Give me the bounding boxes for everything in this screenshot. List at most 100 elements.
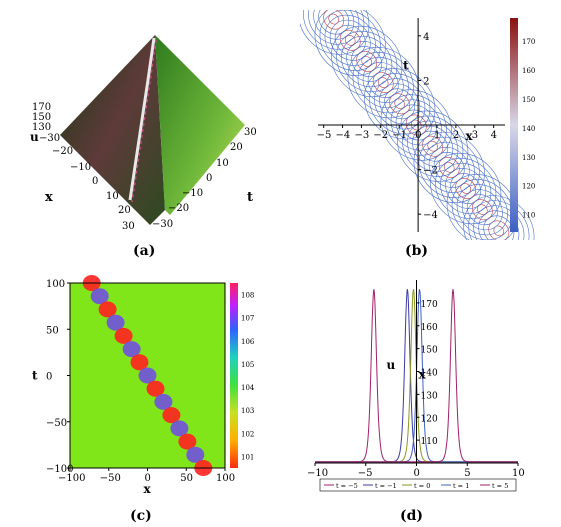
soliton-ridge xyxy=(128,37,157,203)
t-tick: 20 xyxy=(230,142,243,153)
y-tick-label: 110 xyxy=(421,437,438,447)
colorbar-tick-label: 102 xyxy=(241,430,254,438)
legend: t = −5 t = −1 t = 0 t = 1 t = 5 xyxy=(319,478,517,492)
contour-line xyxy=(380,89,452,161)
contour-line xyxy=(308,10,360,45)
x-tick-label: 3 xyxy=(472,130,478,141)
colorbar-tick-label: 160 xyxy=(522,67,535,75)
soliton-blob xyxy=(130,354,149,371)
contour-line xyxy=(328,13,340,25)
soliton-blob xyxy=(106,314,125,331)
soliton-blob xyxy=(146,380,165,397)
x-tick: −10 xyxy=(70,162,91,173)
x-tick-label: −5 xyxy=(358,468,373,479)
x-tick-label: −2 xyxy=(373,130,388,141)
colorbar-tick-label: 101 xyxy=(241,453,254,461)
colorbar-tick-label: 110 xyxy=(522,212,535,220)
colorbar-tick-label: 107 xyxy=(241,315,254,323)
x-tick-label: 2 xyxy=(453,130,459,141)
y-tick-label: 0 xyxy=(46,372,52,383)
contour-line xyxy=(430,152,502,225)
t-tick: −20 xyxy=(168,203,189,214)
y-tick-label: −50 xyxy=(46,418,67,429)
t-tick: −30 xyxy=(152,219,173,230)
y-tick-label: −100 xyxy=(46,464,73,475)
caption-c: (c) xyxy=(130,508,152,524)
x-tick-label: −1 xyxy=(392,130,407,141)
y-tick-label: 120 xyxy=(421,414,438,424)
y-tick-label: 4 xyxy=(423,32,429,43)
colorbar-gradient xyxy=(230,283,238,468)
x-tick-label: 10 xyxy=(512,468,525,479)
contour-line xyxy=(303,10,365,50)
z-tick: 170 xyxy=(32,102,51,113)
x-tick: 0 xyxy=(92,176,98,187)
y-axis-label: t xyxy=(403,58,409,72)
y-tick-label: 50 xyxy=(46,325,59,336)
x-tick-label: −50 xyxy=(100,473,121,484)
panel-a-surface-plot: 170 150 130 u −30 −20 −10 0 x 10 20 30 3… xyxy=(30,35,257,232)
contour-line xyxy=(468,200,530,240)
colorbar-tick-label: 106 xyxy=(241,338,255,346)
y-tick-label: 130 xyxy=(421,391,438,401)
contour-line xyxy=(336,30,398,93)
soliton-blob xyxy=(114,327,133,344)
x-tick-label: −100 xyxy=(58,473,85,484)
x-tick-label: −3 xyxy=(354,130,369,141)
caption-b: (b) xyxy=(405,243,429,259)
heatmap-field xyxy=(69,275,226,476)
contour-line xyxy=(463,195,535,240)
contour-line xyxy=(319,10,381,71)
t-axis-label: t xyxy=(247,190,253,205)
contour-line xyxy=(418,136,480,198)
y-tick-label: 100 xyxy=(46,279,65,290)
x-tick-label: 4 xyxy=(491,130,497,141)
colorbar-tick-label: 103 xyxy=(241,407,254,415)
legend-label: t = −1 xyxy=(375,482,397,490)
colorbar-tick-label: 108 xyxy=(241,292,254,300)
t-tick: 30 xyxy=(244,127,257,138)
x-axis-label: x xyxy=(465,129,473,143)
colorbar-tick-label: 170 xyxy=(522,38,535,46)
legend-box xyxy=(319,478,517,492)
contour-line xyxy=(318,10,350,35)
x-tick-label: 0 xyxy=(415,130,421,141)
x-tick-label: 0 xyxy=(414,468,420,479)
contour-line xyxy=(331,25,403,98)
x-tick-label: 1 xyxy=(434,130,440,141)
x-tick: 20 xyxy=(118,205,131,216)
x-axis-label: x xyxy=(144,482,152,496)
contour-line xyxy=(397,110,469,182)
contour-line xyxy=(324,14,376,66)
contour-line xyxy=(323,10,345,30)
y-tick-label: 2 xyxy=(423,76,429,87)
colorbar-tick-label: 140 xyxy=(522,125,535,133)
z-axis-label: u xyxy=(30,130,39,144)
x-tick: 30 xyxy=(122,221,135,232)
axes: −10 −5 0 5 10 110 120 130 140 150 160 170 x u xyxy=(307,280,525,479)
x-tick: −20 xyxy=(52,146,73,157)
x-axis-label: x xyxy=(45,190,53,205)
axes: −100 −50 0 50 100 100 50 0 −50 −100 x t xyxy=(32,279,235,496)
x-tick-label: −5 xyxy=(317,130,332,141)
colorbar: 101 102 103 104 105 106 107 108 xyxy=(230,283,255,468)
legend-label: t = 5 xyxy=(492,482,508,490)
contour-line xyxy=(347,47,419,119)
y-tick-label: 150 xyxy=(421,346,438,356)
x-tick-label: 50 xyxy=(180,473,193,484)
z-tick: 150 xyxy=(32,112,51,123)
t-tick: 10 xyxy=(216,158,229,169)
x-axis-label: x xyxy=(419,367,427,381)
t-tick: 0 xyxy=(206,173,212,184)
y-tick-label: 170 xyxy=(421,300,438,310)
contour-line xyxy=(402,115,464,177)
soliton-blob xyxy=(90,288,109,305)
soliton-blob xyxy=(138,367,157,384)
legend-label: t = 1 xyxy=(453,482,469,490)
y-tick-label: −2 xyxy=(423,166,438,177)
contour-line xyxy=(385,94,447,156)
colorbar-gradient xyxy=(510,18,518,232)
